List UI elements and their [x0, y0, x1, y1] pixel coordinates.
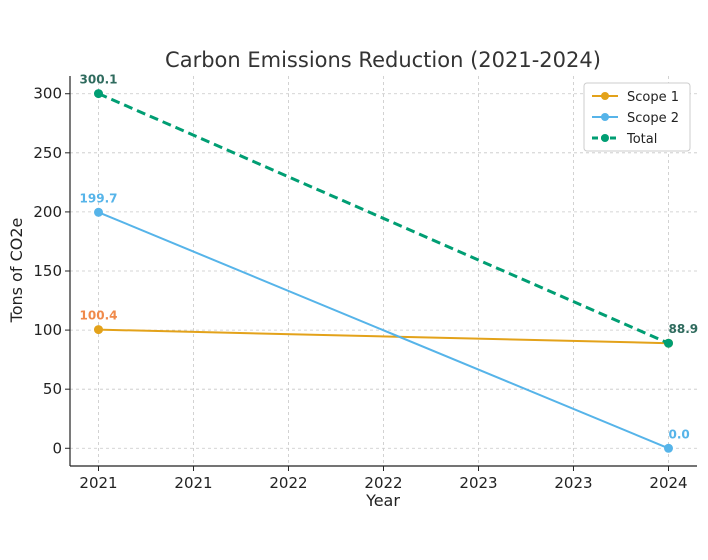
x-tick-label: 2022	[364, 474, 402, 492]
y-tick-label: 100	[33, 321, 62, 339]
data-point-total	[94, 89, 103, 99]
x-tick-label: 2021	[79, 474, 117, 492]
legend-box	[583, 82, 691, 152]
x-tick-label: 2023	[554, 474, 592, 492]
x-tick-label: 2022	[269, 474, 307, 492]
data-label-scope-2: 199.7	[80, 191, 118, 205]
data-point-scope-1	[94, 325, 103, 335]
legend-label-scope-1: Scope 1	[627, 90, 679, 105]
y-tick-label: 300	[33, 85, 62, 103]
series-line-total	[97, 92, 670, 345]
y-tick-label: 250	[33, 144, 62, 162]
legend-label-scope-2: Scope 2	[627, 111, 679, 126]
y-tick-label: 50	[43, 380, 62, 398]
data-label-total: 88.9	[669, 322, 699, 336]
x-tick-label: 2024	[649, 474, 687, 492]
data-point-scope-2	[664, 443, 673, 453]
data-label-scope-2: 0.0	[669, 427, 690, 441]
chart-title: Carbon Emissions Reduction (2021-2024)	[165, 48, 601, 72]
y-axis-label: Tons of CO2e	[7, 218, 26, 324]
x-tick-label: 2021	[174, 474, 212, 492]
data-label-scope-1: 100.4	[80, 309, 118, 323]
legend-marker-scope-2	[601, 113, 609, 121]
data-point-total	[664, 338, 673, 348]
legend-label-total: Total	[626, 132, 657, 147]
series-line-scope-2	[98, 211, 669, 450]
legend-marker-scope-1	[601, 92, 609, 100]
x-tick-label: 2023	[459, 474, 497, 492]
y-tick-label: 200	[33, 203, 62, 221]
data-label-total: 300.1	[80, 73, 118, 87]
series-line-scope-1	[98, 328, 669, 345]
legend-marker-total	[601, 134, 609, 142]
y-tick-label: 0	[52, 439, 62, 457]
x-axis-label: Year	[365, 491, 400, 510]
data-point-scope-2	[94, 207, 103, 217]
y-tick-label: 150	[33, 262, 62, 280]
